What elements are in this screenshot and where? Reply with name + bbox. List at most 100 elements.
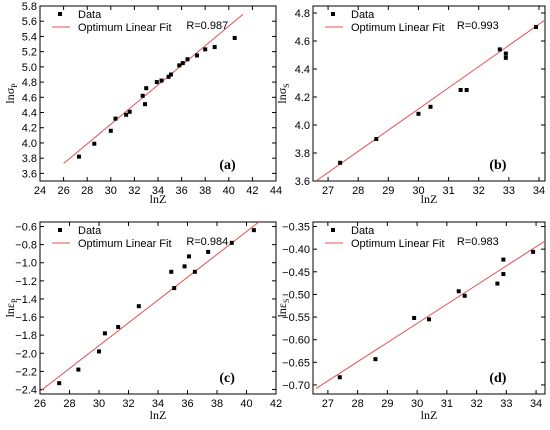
data-point — [373, 357, 378, 362]
data-point — [172, 286, 177, 291]
y-tick-label: 3.6 — [22, 168, 37, 180]
data-point — [206, 249, 211, 254]
data-point — [92, 141, 97, 146]
panel-label: (c) — [219, 371, 235, 386]
data-point — [159, 78, 164, 83]
x-tick-label: 29 — [381, 398, 393, 410]
y-tick-label: 3.8 — [295, 148, 310, 160]
data-point — [102, 331, 107, 336]
y-axis-label: lnσP — [3, 83, 19, 104]
data-point — [495, 281, 500, 286]
data-point — [166, 74, 171, 79]
y-axis-label-sub: P — [10, 298, 19, 303]
legend-data-marker — [58, 228, 62, 232]
data-point — [136, 304, 141, 309]
data-point — [168, 72, 173, 77]
data-point — [458, 88, 463, 92]
legend-data-label: Data — [351, 9, 375, 21]
y-tick-label: −0.50 — [282, 289, 310, 301]
legend-fit-label: Optimum Linear Fit — [351, 22, 445, 34]
data-point — [533, 25, 538, 29]
data-point — [501, 272, 506, 277]
data-point — [116, 325, 121, 330]
y-tick-label: 4.2 — [22, 123, 37, 135]
r-value: R=0.984 — [186, 236, 228, 248]
y-tick-label: 5.8 — [22, 1, 37, 13]
data-point — [497, 47, 502, 52]
y-tick-label: −0.65 — [282, 357, 310, 369]
y-axis-label: lnεP — [3, 298, 19, 317]
x-tick-label: 34 — [530, 398, 542, 410]
data-point — [182, 264, 187, 269]
x-tick-label: 27 — [322, 185, 334, 197]
x-tick-label: 33 — [503, 185, 515, 197]
y-tick-label: 4.6 — [295, 36, 310, 48]
x-tick-label: 30 — [411, 398, 423, 410]
plot-frame — [312, 221, 546, 395]
x-tick-label: 32 — [470, 398, 482, 410]
x-tick-label: 31 — [442, 185, 454, 197]
y-tick-label: −2.2 — [15, 366, 37, 378]
data-point — [416, 111, 421, 116]
y-tick-label: −0.45 — [282, 267, 310, 279]
data-point — [76, 367, 81, 372]
y-tick-label: −1.6 — [15, 312, 37, 324]
panel-label: (a) — [219, 158, 236, 173]
chart-panel-4: 27 28 29 30 31 32 33 34 −0.70 −0.65 −0.60 −0.55 −0.5… — [275, 221, 546, 422]
y-tick-label: −0.8 — [15, 240, 37, 252]
r-value: R=0.987 — [186, 20, 228, 32]
x-tick-label: 32 — [128, 185, 140, 197]
data-point — [97, 349, 101, 354]
y-tick-label: −0.55 — [282, 312, 310, 324]
chart-panel-3: 26 28 30 32 34 36 38 40 42 −2.4 −2.2 −2.0 −1.8 −1.6 −1… — [3, 221, 282, 422]
data-point — [503, 51, 508, 56]
x-tick-label: 26 — [34, 398, 46, 410]
data-point — [57, 381, 62, 386]
y-tick-label: −2.4 — [15, 384, 37, 396]
x-axis-label: lnZ — [150, 408, 167, 422]
data-point — [503, 55, 508, 60]
data-point — [374, 137, 379, 141]
y-axis-label-main: lnε — [3, 303, 17, 317]
data-point — [177, 63, 182, 68]
y-axis-label-sub: S — [282, 299, 291, 303]
y-tick-label: −2.0 — [15, 348, 37, 360]
x-tick-label: 34 — [533, 185, 545, 197]
y-tick-label: −1.0 — [15, 258, 37, 270]
data-point — [427, 317, 431, 322]
y-axis-label-main: lnσ — [275, 87, 289, 103]
data-point — [462, 293, 467, 298]
data-point — [124, 112, 129, 117]
x-axis-label: lnZ — [421, 192, 438, 206]
x-tick-label: 40 — [223, 185, 235, 197]
r-value: R=0.983 — [457, 236, 499, 248]
x-tick-label: 28 — [351, 398, 363, 410]
legend-fit-label: Optimum Linear Fit — [78, 22, 172, 34]
data-point — [186, 254, 191, 259]
y-tick-label: 4.0 — [22, 138, 37, 150]
legend-data-label: Data — [78, 9, 102, 21]
data-point — [185, 57, 190, 62]
data-point — [338, 160, 343, 165]
x-tick-label: 32 — [122, 398, 134, 410]
panel-label: (b) — [489, 158, 506, 173]
chart-panel-1: 24 26 28 30 32 34 36 38 40 42 44 3.6 3.8 4.0 4.2 4.4 4.6… — [3, 1, 282, 206]
x-axis-label: lnZ — [421, 408, 438, 422]
r-value: R=0.993 — [457, 20, 499, 32]
fit-line — [315, 19, 545, 181]
data-point — [169, 269, 174, 274]
x-tick-label: 26 — [57, 185, 69, 197]
y-tick-label: 3.6 — [295, 176, 310, 188]
plot-frame — [312, 5, 546, 182]
y-tick-label: −0.70 — [282, 380, 310, 392]
x-tick-label: 27 — [322, 398, 334, 410]
y-tick-label: −1.4 — [15, 294, 37, 306]
legend-data-label: Data — [78, 225, 102, 237]
x-tick-label: 44 — [270, 185, 282, 197]
y-tick-label: −0.6 — [15, 222, 37, 234]
x-tick-label: 42 — [246, 185, 258, 197]
chart-panel-2: 27 28 29 30 31 32 33 34 3.6 3.8 4.0 4.2 4.4 4.6 4.8 Dat… — [275, 5, 546, 206]
y-tick-label: 4.4 — [22, 108, 37, 120]
data-point — [251, 228, 256, 233]
